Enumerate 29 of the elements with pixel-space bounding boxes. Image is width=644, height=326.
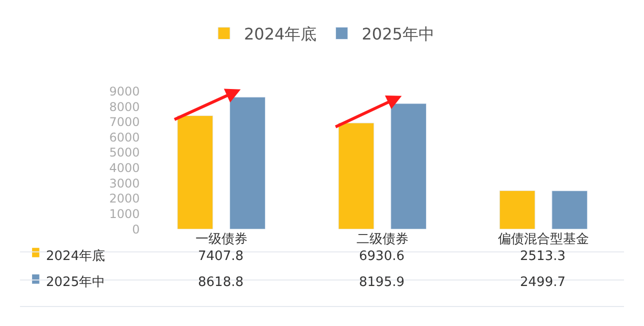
legend-label: 2024年底: [244, 24, 317, 44]
y-tick-label: 5000: [109, 146, 140, 160]
data-label: 7407.8: [198, 249, 244, 264]
y-tick-label: 8000: [109, 100, 140, 114]
y-tick-label: 6000: [109, 130, 140, 144]
bar: [499, 190, 536, 230]
x-tick-label: 偏债混合型基金: [498, 232, 589, 248]
y-tick-label: 3000: [109, 176, 140, 190]
data-label: 8195.9: [359, 275, 404, 290]
data-label: 6930.6: [359, 249, 404, 264]
y-tick-label: 4000: [109, 161, 140, 176]
y-tick-label: 2000: [109, 192, 140, 206]
data-label: 2513.3: [520, 249, 566, 264]
y-tick-label: 1000: [109, 207, 140, 222]
y-tick-label: 0: [132, 222, 140, 236]
y-tick-label: 9000: [109, 84, 140, 98]
bar: [390, 103, 427, 230]
y-tick-label: 7000: [109, 115, 140, 130]
text: 2024年底: [46, 249, 106, 264]
x-tick-label: 一级债券: [195, 232, 248, 248]
bar: [338, 122, 374, 230]
bar: [230, 96, 266, 230]
bar: [552, 190, 588, 230]
bar: [177, 115, 214, 230]
data-label: 2499.7: [520, 275, 566, 290]
data-label: 8618.8: [198, 275, 244, 290]
legend-label: 2025年中: [362, 24, 434, 44]
x-tick-label: 二级债券: [356, 232, 408, 248]
text: 2025年中: [46, 275, 106, 290]
